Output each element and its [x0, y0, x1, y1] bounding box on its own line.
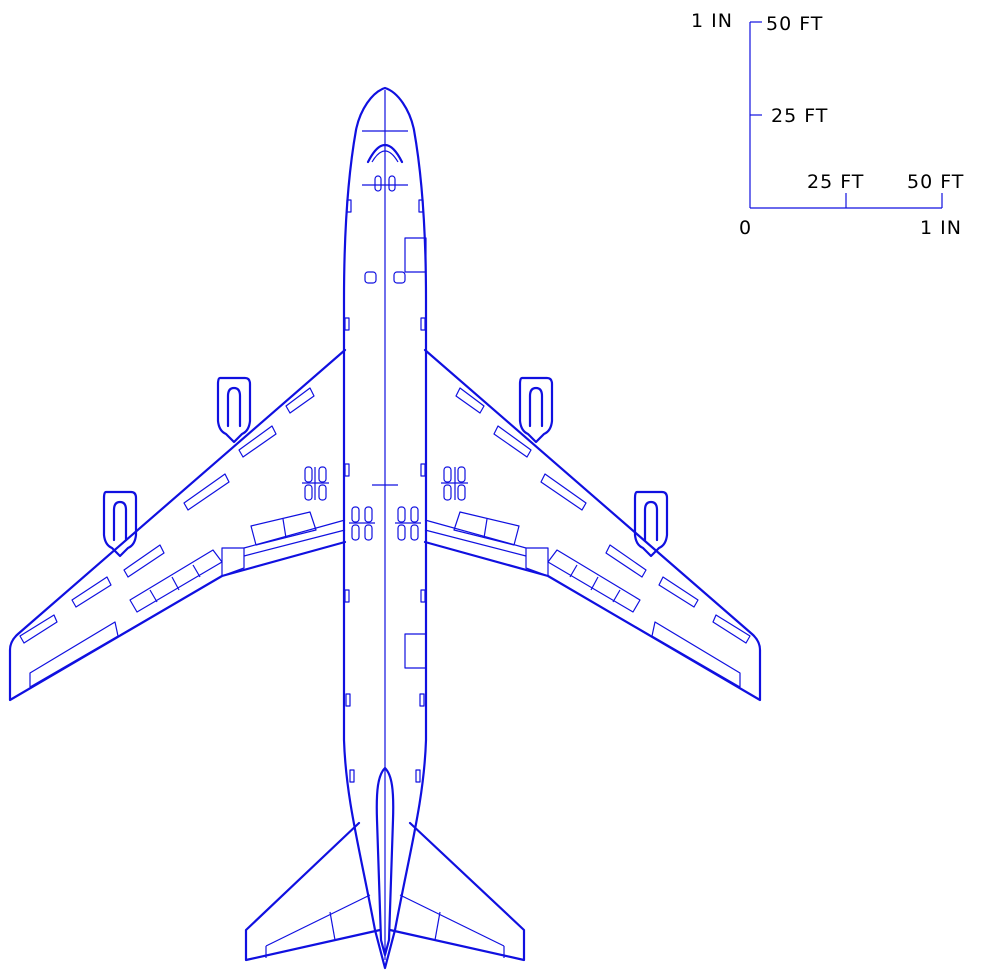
- engine-inboard-right: [518, 376, 554, 444]
- horizontal-stabilizer-right: [388, 821, 526, 962]
- nose-gear-right: [388, 175, 396, 192]
- horizontal-stabilizer-left: [244, 821, 382, 962]
- scale-label-1in-horizontal: 1 IN: [920, 217, 962, 239]
- wing-right: [423, 348, 762, 702]
- engine-inboard-left: [216, 376, 252, 444]
- engine-outboard-right: [633, 490, 669, 558]
- main-gear-wing-right: [441, 466, 468, 501]
- main-gear-body-right: [395, 506, 421, 541]
- vertical-fin: [375, 766, 395, 957]
- fuselage: [342, 86, 428, 970]
- aircraft: [8, 86, 762, 970]
- scale-label-50ft-horizontal: 50 FT: [907, 171, 964, 193]
- engine-outboard-left: [102, 490, 138, 558]
- main-gear-wing-left: [302, 466, 329, 501]
- scale-label-25ft-vertical: 25 FT: [771, 105, 828, 127]
- scale-label-25ft-horizontal: 25 FT: [807, 171, 864, 193]
- scale-label-50ft-vertical: 50 FT: [766, 13, 823, 35]
- scale-bar: 1 IN 50 FT 25 FT 0 25 FT 50 FT 1 IN: [691, 10, 964, 239]
- scale-label-1in-vertical: 1 IN: [691, 10, 733, 32]
- main-gear-body-left: [349, 506, 375, 541]
- wing-left: [8, 348, 347, 702]
- cockpit-windows: [366, 143, 404, 164]
- scale-label-origin: 0: [739, 217, 752, 239]
- nose-gear-left: [374, 175, 382, 192]
